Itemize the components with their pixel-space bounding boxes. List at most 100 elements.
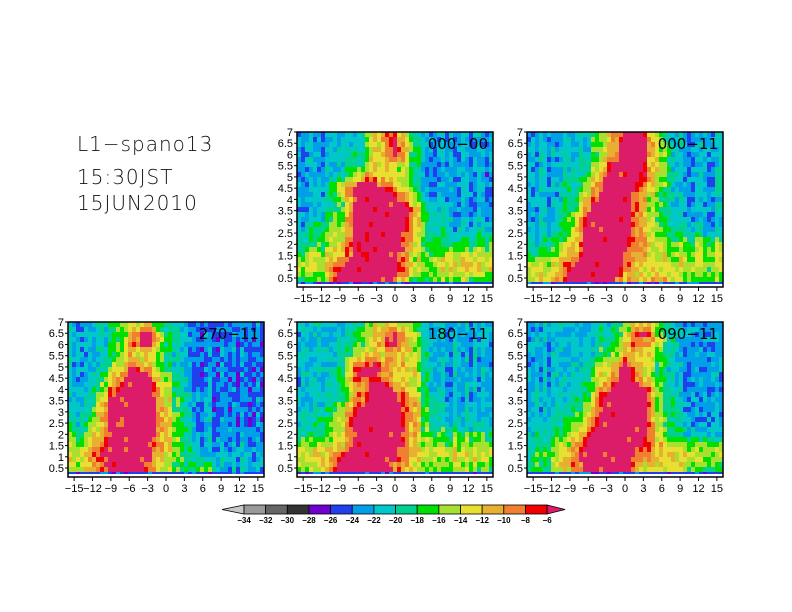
heatmap-cell <box>337 147 341 152</box>
heatmap-cell <box>313 327 317 332</box>
heatmap-cell <box>655 187 659 192</box>
heatmap-cell <box>345 237 349 242</box>
heatmap-cell <box>373 187 377 192</box>
heatmap-cell <box>461 207 465 212</box>
heatmap-cell <box>469 197 473 202</box>
heatmap-cell <box>224 367 228 372</box>
heatmap-cell <box>631 162 635 167</box>
heatmap-cell <box>369 337 373 342</box>
heatmap-cell <box>140 372 144 377</box>
heatmap-cell <box>651 197 655 202</box>
heatmap-cell <box>128 342 132 347</box>
heatmap-cell <box>228 442 232 447</box>
heatmap-cell <box>357 222 361 227</box>
heatmap-cell <box>180 392 184 397</box>
heatmap-cell <box>719 272 723 277</box>
heatmap-cell <box>445 217 449 222</box>
heatmap-cell <box>72 437 76 442</box>
heatmap-cell <box>539 192 543 197</box>
heatmap-cell <box>236 452 240 457</box>
heatmap-cell <box>707 267 711 272</box>
heatmap-cell <box>421 182 425 187</box>
heatmap-cell <box>333 272 337 277</box>
heatmap-cell <box>168 367 172 372</box>
heatmap-cell <box>397 262 401 267</box>
heatmap-cell <box>437 337 441 342</box>
heatmap-cell <box>208 397 212 402</box>
heatmap-cell <box>220 427 224 432</box>
heatmap-cell <box>120 457 124 462</box>
heatmap-cell <box>152 332 156 337</box>
heatmap-cell <box>477 132 481 137</box>
heatmap-cell <box>232 397 236 402</box>
heatmap-cell <box>535 187 539 192</box>
heatmap-cell <box>156 387 160 392</box>
heatmap-cell <box>547 222 551 227</box>
heatmap-cell <box>659 152 663 157</box>
heatmap-cell <box>124 337 128 342</box>
heatmap-cell <box>84 392 88 397</box>
heatmap-cell <box>575 277 579 282</box>
heatmap-cell <box>627 137 631 142</box>
heatmap-cell <box>401 277 405 282</box>
heatmap-cell <box>389 337 393 342</box>
heatmap-cell <box>196 442 200 447</box>
heatmap-cell <box>623 157 627 162</box>
heatmap-cell <box>244 332 248 337</box>
heatmap-cell <box>305 232 309 237</box>
heatmap-cell <box>655 242 659 247</box>
heatmap-cell <box>188 442 192 447</box>
heatmap-cell <box>196 432 200 437</box>
heatmap-cell <box>485 217 489 222</box>
heatmap-cell <box>457 222 461 227</box>
heatmap-cell <box>341 192 345 197</box>
heatmap-cell <box>321 227 325 232</box>
heatmap-cell <box>337 222 341 227</box>
heatmap-cell <box>461 152 465 157</box>
heatmap-cell <box>563 177 567 182</box>
heatmap-cell <box>212 337 216 342</box>
heatmap-cell <box>615 192 619 197</box>
heatmap-cell <box>321 347 325 352</box>
heatmap-cell <box>425 257 429 262</box>
heatmap-cell <box>563 207 567 212</box>
heatmap-cell <box>224 377 228 382</box>
heatmap-cell <box>120 352 124 357</box>
heatmap-cell <box>695 167 699 172</box>
heatmap-cell <box>152 462 156 467</box>
heatmap-cell <box>397 182 401 187</box>
heatmap-cell <box>160 402 164 407</box>
heatmap-cell <box>132 427 136 432</box>
heatmap-cell <box>156 437 160 442</box>
heatmap-cell <box>200 377 204 382</box>
heatmap-cell <box>220 392 224 397</box>
heatmap-cell <box>381 182 385 187</box>
heatmap-cell <box>357 227 361 232</box>
heatmap-cell <box>675 242 679 247</box>
heatmap-cell <box>76 422 80 427</box>
heatmap-cell <box>703 232 707 237</box>
heatmap-cell <box>156 427 160 432</box>
heatmap-cell <box>591 172 595 177</box>
heatmap-cell <box>357 152 361 157</box>
heatmap-cell <box>401 157 405 162</box>
heatmap-cell <box>136 362 140 367</box>
heatmap-cell <box>469 277 473 282</box>
heatmap-cell <box>112 432 116 437</box>
heatmap-cell <box>260 397 264 402</box>
heatmap-cell <box>711 192 715 197</box>
heatmap-cell <box>405 232 409 237</box>
heatmap-cell <box>317 257 321 262</box>
heatmap-cell <box>703 172 707 177</box>
heatmap-cell <box>116 442 120 447</box>
heatmap-cell <box>373 262 377 267</box>
heatmap-cell <box>619 177 623 182</box>
heatmap-cell <box>445 342 449 347</box>
heatmap-cell <box>321 177 325 182</box>
heatmap-cell <box>619 267 623 272</box>
heatmap-cell <box>349 222 353 227</box>
heatmap-cell <box>659 187 663 192</box>
heatmap-cell <box>144 457 148 462</box>
heatmap-cell <box>481 157 485 162</box>
heatmap-cell <box>453 247 457 252</box>
